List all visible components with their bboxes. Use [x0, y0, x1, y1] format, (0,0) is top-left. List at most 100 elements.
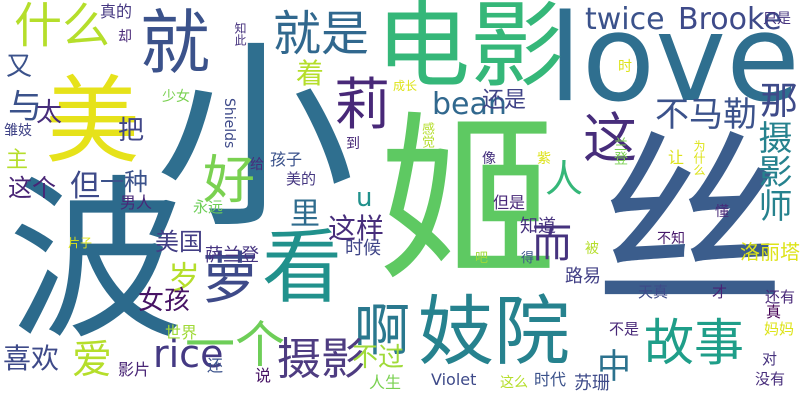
word: 给 — [250, 157, 264, 173]
word: 故事 — [644, 314, 744, 372]
word: love — [548, 0, 800, 129]
word: 就 — [140, 2, 210, 84]
word: 不是 — [609, 320, 640, 338]
word: 懂 — [715, 204, 729, 220]
word: twice — [585, 2, 665, 37]
word: 真的 — [100, 2, 133, 21]
word: 对 — [762, 350, 778, 368]
word: 这么 — [500, 375, 528, 391]
word: 还是 — [482, 88, 527, 113]
word: 到 — [346, 136, 360, 152]
word: 得 — [521, 251, 535, 266]
word: 萝 — [202, 247, 258, 312]
word: 被 — [585, 241, 599, 257]
word: 永远 — [193, 198, 224, 216]
word: 知道 — [520, 216, 556, 237]
word: 真 — [766, 303, 782, 321]
word: 洛丽塔 — [740, 240, 800, 264]
word: 苏珊 — [574, 373, 610, 394]
word: 影片 — [118, 360, 151, 379]
word: 主 — [6, 148, 29, 173]
word: 知此 — [233, 22, 247, 46]
word: 人 — [545, 157, 584, 201]
word: 丝 — [595, 114, 786, 335]
word: 这 — [583, 107, 637, 170]
word: 不马勒 — [655, 95, 757, 135]
word: 看 — [262, 221, 342, 314]
word: 女孩 — [138, 286, 191, 316]
word: 妈妈 — [764, 320, 795, 338]
word: 莉 — [334, 73, 390, 138]
word: 小 — [155, 23, 356, 256]
word: 啊 — [354, 299, 410, 364]
word: 像 — [482, 151, 496, 167]
word: 但 — [70, 169, 100, 204]
word: 摄影师 — [752, 120, 792, 222]
word: 片子 — [68, 236, 93, 250]
word: 兰登 — [612, 137, 628, 165]
word: 摄影 — [277, 334, 365, 385]
word: 天真 — [638, 283, 669, 301]
word: 就是 — [273, 6, 370, 62]
word: 说 — [255, 366, 272, 385]
word: 没有 — [755, 370, 786, 388]
word: 却 — [118, 29, 132, 45]
word: 太 — [36, 98, 63, 128]
word: 这个 — [8, 174, 56, 202]
word: 少女 — [162, 89, 190, 105]
word: Violet — [431, 370, 477, 389]
word: 姬 — [378, 97, 559, 306]
word: 这样 — [328, 212, 385, 245]
word: 孩子 — [270, 150, 303, 169]
word: 把 — [118, 116, 145, 146]
word: 岁 — [168, 259, 201, 297]
word: 美国 — [155, 228, 203, 256]
word: 时 — [618, 59, 632, 75]
word: 雏妓 — [4, 123, 32, 139]
word: 紫 — [537, 151, 551, 167]
word: 波 — [8, 161, 183, 364]
word: 才 — [712, 283, 728, 301]
word: Shields — [221, 98, 237, 149]
word: 喜欢 — [3, 342, 60, 375]
word: 为什么 — [692, 140, 706, 176]
word: 与 — [8, 87, 42, 127]
word: 什么 — [14, 0, 111, 54]
word: 吧 — [475, 251, 489, 266]
word: bean — [432, 87, 507, 122]
word: 一个 — [185, 316, 285, 374]
word: 还有 — [765, 288, 796, 306]
word: 又 — [6, 52, 33, 82]
word: rice — [153, 332, 224, 376]
word: 时候 — [345, 238, 381, 259]
word: 不过 — [352, 343, 405, 373]
word: 时代 — [534, 370, 567, 389]
word: 里 — [290, 197, 320, 232]
word: 成长 — [393, 79, 418, 93]
word: 那 — [760, 79, 799, 123]
word: 而 — [532, 221, 572, 267]
word: 不知 — [657, 231, 685, 247]
word: 美 — [45, 67, 141, 177]
word: 萨兰登 — [205, 245, 259, 266]
word: 好 — [203, 151, 256, 211]
word: 只是 — [763, 11, 791, 27]
word: 但是 — [493, 193, 526, 212]
word: u — [356, 183, 373, 213]
word: 电影 — [376, 0, 565, 101]
word: 人生 — [369, 373, 402, 392]
word: 路易 — [565, 266, 601, 287]
word: 让 — [668, 148, 685, 167]
word: 着 — [296, 57, 325, 90]
word: 男人 — [120, 193, 153, 212]
word: 妓院 — [418, 287, 570, 376]
word: 美的 — [286, 170, 317, 188]
word: 中 — [597, 347, 631, 387]
word: 世界 — [165, 323, 198, 342]
word: 爱 — [72, 337, 112, 383]
word: 感觉 — [419, 122, 434, 148]
word: 还 — [207, 356, 224, 375]
word: Brooke — [678, 2, 782, 37]
word: 一种 — [100, 168, 148, 196]
